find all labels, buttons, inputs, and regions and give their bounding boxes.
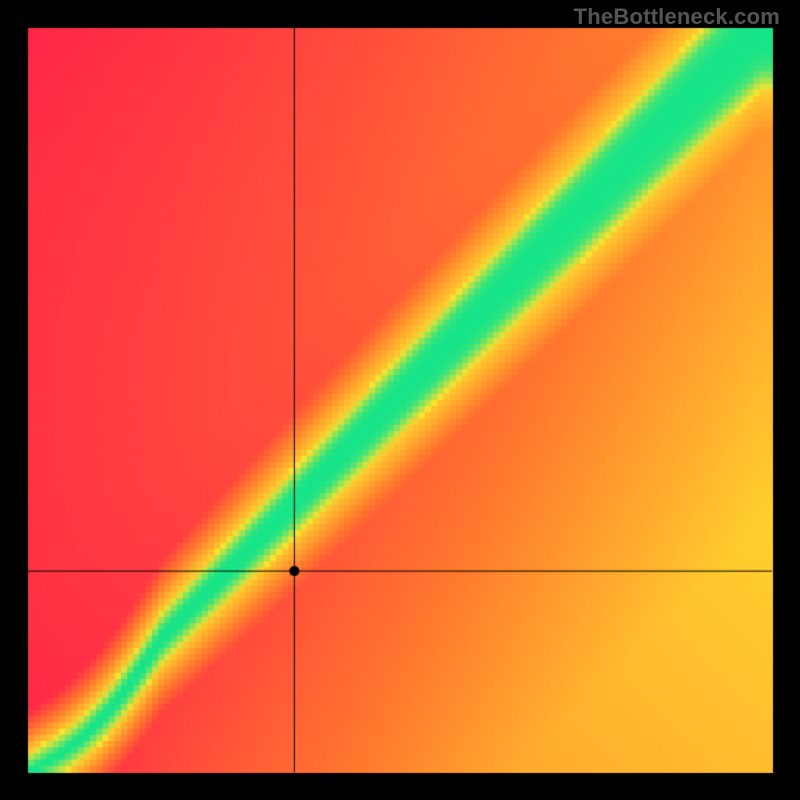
bottleneck-heatmap — [0, 0, 800, 800]
watermark-text: TheBottleneck.com — [574, 4, 780, 30]
